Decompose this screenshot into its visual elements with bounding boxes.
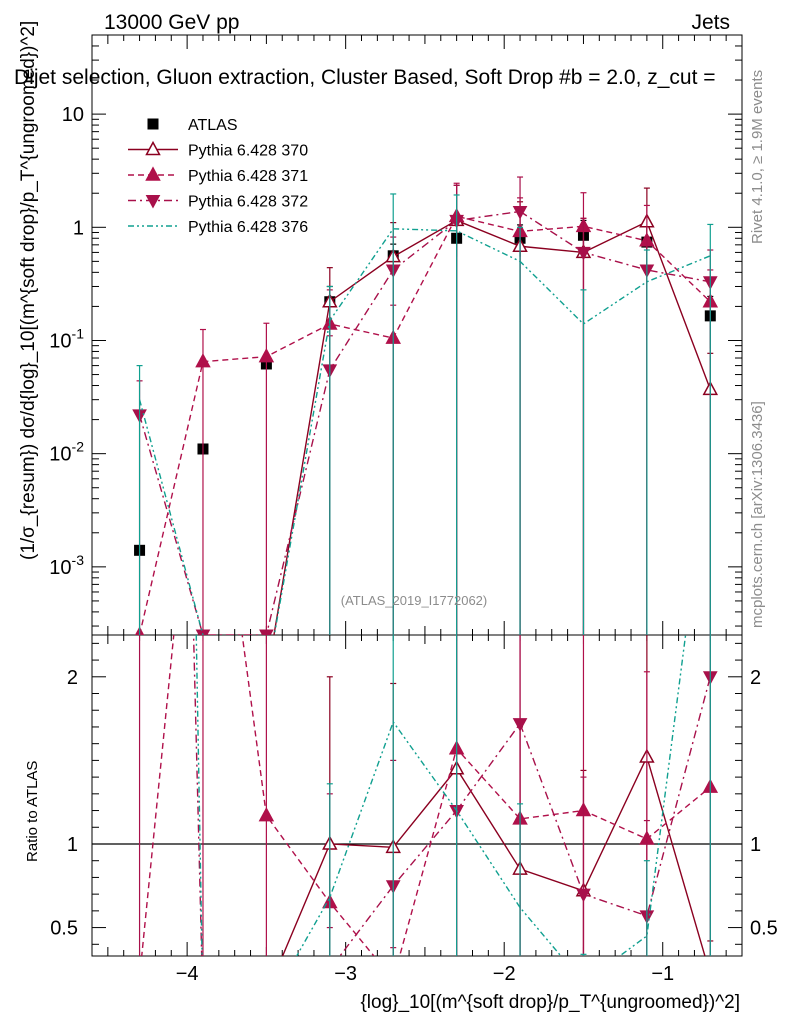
legend-item-pythia-6-428-371: Pythia 6.428 371 <box>128 166 308 185</box>
ratio-data-point <box>260 1001 273 1013</box>
ratio-data-point <box>387 972 400 984</box>
ratio-series-line <box>192 635 711 956</box>
ratio-data-point <box>512 718 528 732</box>
series-pythia-6-428-370 <box>273 184 719 635</box>
ratio-series-line <box>141 635 711 956</box>
ratio-data-point <box>260 987 273 999</box>
energy-label: 13000 GeV pp <box>104 11 239 34</box>
main-y-tick-label: 10 <box>62 104 84 126</box>
ratio-series-pythia-6-428-376 <box>195 635 711 956</box>
legend-item-atlas: ATLAS <box>147 117 238 134</box>
main-series-group <box>132 176 719 635</box>
series-pythia-6-428-376 <box>136 193 714 635</box>
category-label: Jets <box>691 11 730 34</box>
main-y-tick-label: 10-3 <box>49 552 84 579</box>
data-point <box>576 246 591 261</box>
main-y-tick-label: 10-1 <box>49 325 84 352</box>
series-line <box>138 228 711 635</box>
ratio-y-tick-label: 2 <box>67 667 78 689</box>
data-point <box>195 353 211 368</box>
ratio-data-point <box>258 806 275 822</box>
rivet-label: Rivet 4.1.0, ≥ 1.9M events <box>749 70 766 244</box>
legend-label: Pythia 6.428 376 <box>188 219 308 236</box>
ratio-data-point <box>704 967 717 979</box>
data-point <box>258 348 275 363</box>
legend-label: Pythia 6.428 371 <box>188 168 308 185</box>
ratio-y-tick-label-right: 1 <box>750 834 761 856</box>
mcplots-label: mcplots.cern.ch [arXiv:1306.3436] <box>749 401 766 628</box>
x-axis-label: {log}_10[(m^{soft drop}/p_T^{ungroomed})… <box>360 992 740 1013</box>
series-pythia-6-428-372 <box>132 176 718 635</box>
legend: ATLAS Pythia 6.428 370 Pythia 6.428 371 Pyt… <box>128 117 308 236</box>
series-pythia-6-428-371 <box>134 182 719 635</box>
data-point <box>512 205 528 220</box>
main-y-tick-label: 1 <box>73 217 84 239</box>
legend-label: Pythia 6.428 372 <box>188 194 308 211</box>
x-tick-label: −1 <box>651 963 674 985</box>
ratio-data-point <box>196 1001 209 1013</box>
series-line <box>273 219 711 635</box>
ratio-series-line <box>281 755 706 956</box>
x-tick-label: −3 <box>334 963 357 985</box>
legend-item-pythia-6-428-372: Pythia 6.428 372 <box>128 194 308 211</box>
legend-label: Pythia 6.428 370 <box>188 143 308 160</box>
legend-item-pythia-6-428-370: Pythia 6.428 370 <box>128 140 308 160</box>
ratio-y-tick-label: 0.5 <box>50 918 78 940</box>
ratio-series-pythia-6-428-370 <box>133 635 717 999</box>
main-axes: 10-3 10-2 10-1 1 10 <box>49 34 743 635</box>
legend-marker <box>145 140 161 156</box>
series-line <box>138 215 711 635</box>
ratio-panel-frame <box>91 634 743 957</box>
series-atlas <box>134 219 716 556</box>
ratio-series-group <box>133 635 719 1013</box>
ratio-data-point <box>133 971 146 983</box>
data-point <box>259 629 274 635</box>
ratio-data-point <box>196 987 209 999</box>
ratio-y-tick-label: 1 <box>67 834 78 856</box>
ratio-y-tick-label-right: 2 <box>750 667 761 689</box>
legend-marker <box>147 118 159 130</box>
legend-marker <box>145 166 161 181</box>
x-tick-label: −4 <box>176 963 199 985</box>
x-tick-label: −2 <box>493 963 516 985</box>
main-ylabel: (1/σ_{resum}) dσ/d{log}_10[(m^{soft drop… <box>18 21 39 560</box>
series-line <box>138 210 711 635</box>
legend-marker <box>145 195 161 209</box>
analysis-watermark: (ATLAS_2019_I1772062) <box>341 593 487 608</box>
legend-item-pythia-6-428-376: Pythia 6.428 376 <box>128 219 308 236</box>
ratio-axes: −4 −3 −2 −1 0.5 0.5 1 1 2 2 <box>50 635 778 985</box>
ratio-ylabel: Ratio to ATLAS <box>24 761 41 862</box>
ratio-data-point <box>576 888 591 903</box>
ratio-y-tick-label-right: 0.5 <box>750 918 778 940</box>
data-point <box>195 629 211 635</box>
legend-label: ATLAS <box>188 117 238 134</box>
main-y-tick-label: 10-2 <box>49 439 84 466</box>
plot-title: Dijet selection, Gluon extraction, Clust… <box>14 66 716 89</box>
ratio-data-point <box>133 987 146 999</box>
